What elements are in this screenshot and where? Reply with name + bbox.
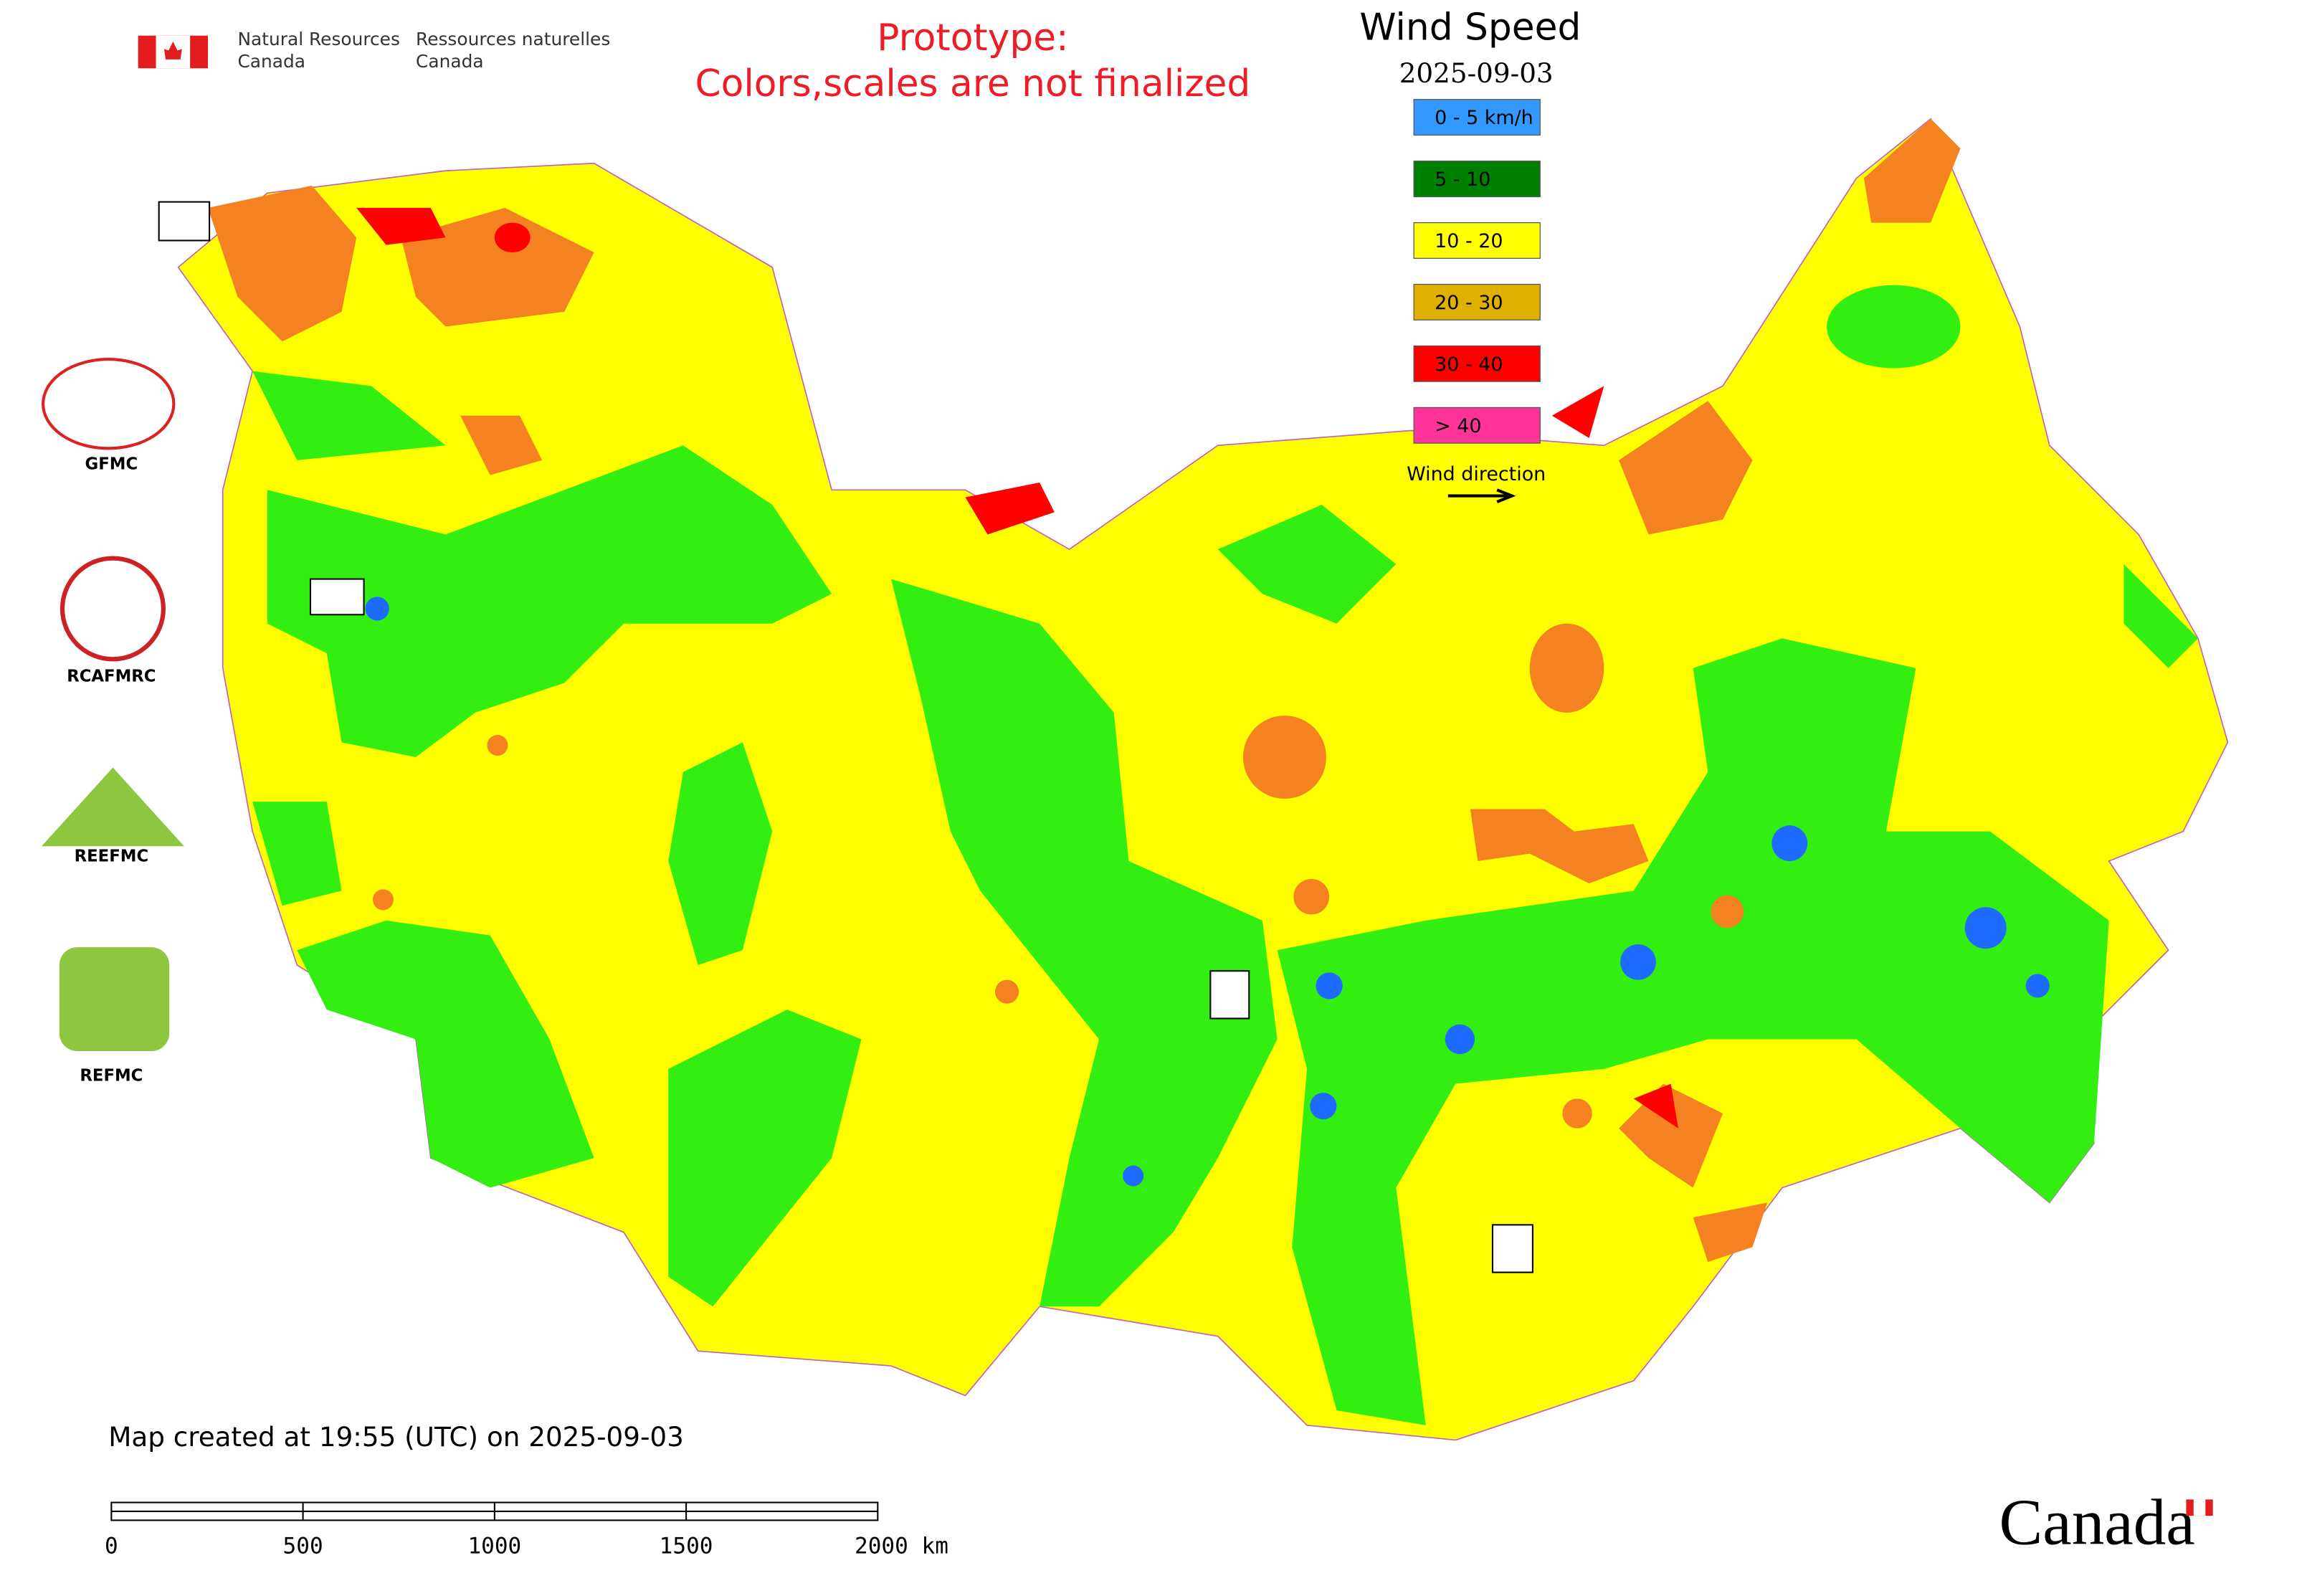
scale-label: 1000 bbox=[467, 1534, 521, 1559]
legend-date: 2025-09-03 bbox=[1399, 57, 1554, 89]
zone bbox=[1529, 623, 1604, 713]
dept-fr: Canada bbox=[416, 51, 484, 72]
marker bbox=[309, 578, 365, 616]
wordmark-flag-center bbox=[2193, 1499, 2206, 1516]
legend-label: 10 - 20 bbox=[1435, 230, 1503, 252]
dept-fr: Ressources naturelles bbox=[416, 29, 610, 49]
zone bbox=[1293, 878, 1330, 915]
scale-label: 2000 km bbox=[855, 1534, 948, 1559]
logo-labels: GFMC RCAFMRC REEFMC REFMC bbox=[67, 455, 156, 1086]
zone bbox=[668, 1010, 862, 1307]
centre-markers bbox=[158, 201, 1533, 1273]
zone bbox=[965, 482, 1055, 535]
creation-note: Map created at 19:55 (UTC) on 2025-09-03 bbox=[108, 1421, 684, 1453]
zone bbox=[252, 802, 342, 906]
logo-label: REEFMC bbox=[75, 847, 149, 865]
legend: 0 - 5 km/h 5 - 10 10 - 20 20 - 30 30 - 40 > 4… bbox=[1413, 99, 1541, 444]
zone bbox=[487, 734, 508, 756]
zone bbox=[1310, 1093, 1337, 1120]
legend-swatch bbox=[1413, 161, 1541, 197]
zone bbox=[1562, 1098, 1592, 1129]
legend-title: Wind Speed bbox=[1359, 6, 1581, 49]
scale-label: 500 bbox=[283, 1534, 323, 1559]
wind-direction-label: Wind direction bbox=[1407, 463, 1546, 485]
zone bbox=[401, 207, 594, 327]
logo-label: REFMC bbox=[80, 1067, 143, 1086]
zone bbox=[1620, 944, 1656, 980]
logo-rcafmrc bbox=[60, 556, 166, 662]
zone bbox=[1277, 638, 2109, 1425]
logo-refmc bbox=[59, 947, 170, 1052]
dept-en: Natural Resources bbox=[237, 29, 399, 49]
logo-gfmc bbox=[42, 358, 176, 450]
blue-zones bbox=[365, 597, 2050, 1187]
legend-label: 30 - 40 bbox=[1435, 353, 1503, 376]
zone bbox=[1619, 401, 1753, 535]
logos bbox=[42, 358, 184, 1052]
zone bbox=[1693, 1202, 1768, 1263]
dept-en: Canada bbox=[237, 51, 305, 72]
zone bbox=[372, 889, 394, 911]
marker bbox=[1491, 1224, 1533, 1273]
wind-direction-arrow bbox=[1447, 488, 1516, 503]
legend-swatch bbox=[1413, 222, 1541, 259]
map bbox=[158, 118, 2229, 1441]
legend-label: 5 - 10 bbox=[1435, 168, 1490, 191]
nrcan-signature: Natural Resources Canada Ressources natu… bbox=[138, 29, 610, 72]
zone bbox=[1242, 716, 1326, 799]
zone bbox=[1964, 907, 2007, 949]
zone bbox=[1445, 1024, 1475, 1055]
zone bbox=[890, 579, 1278, 1307]
zone bbox=[2025, 974, 2050, 998]
legend-label: > 40 bbox=[1435, 415, 1481, 437]
marker bbox=[158, 201, 211, 242]
scale-label: 1500 bbox=[660, 1534, 713, 1559]
zone bbox=[2123, 564, 2198, 668]
red-zones bbox=[356, 207, 1678, 1129]
maple-leaf bbox=[163, 41, 182, 60]
notice: Colors,scales are not finalized bbox=[695, 62, 1251, 105]
logo-label: RCAFMRC bbox=[67, 668, 156, 686]
zone bbox=[1619, 1083, 1723, 1188]
zone bbox=[1551, 386, 1604, 438]
zone bbox=[1217, 505, 1397, 624]
zone bbox=[494, 222, 531, 253]
zone bbox=[1316, 972, 1343, 999]
scale-labels: 0 500 1000 1500 2000 km bbox=[105, 1534, 948, 1559]
notice: Prototype: bbox=[877, 16, 1068, 60]
zone bbox=[1711, 895, 1744, 928]
zone bbox=[1863, 118, 1961, 223]
legend-swatch bbox=[1413, 283, 1541, 320]
zone bbox=[460, 415, 543, 475]
canada-wordmark: Canada bbox=[1999, 1486, 2194, 1559]
logo-label: GFMC bbox=[85, 455, 138, 474]
legend-label: 20 - 30 bbox=[1435, 292, 1503, 314]
zone bbox=[252, 371, 446, 460]
zone bbox=[668, 742, 773, 965]
zone bbox=[1771, 825, 1808, 862]
legend-swatch bbox=[1413, 407, 1541, 444]
legend-swatch bbox=[1413, 345, 1541, 382]
zone bbox=[297, 920, 594, 1188]
logo-reefmc bbox=[42, 767, 184, 847]
zone bbox=[267, 445, 832, 758]
zone bbox=[1633, 1083, 1678, 1129]
zone bbox=[365, 597, 389, 621]
zone bbox=[1827, 285, 1961, 369]
marker bbox=[1209, 970, 1250, 1020]
green-zones bbox=[252, 285, 2198, 1425]
zone bbox=[208, 185, 357, 342]
zone bbox=[356, 207, 446, 245]
legend-label: 0 - 5 km/h bbox=[1435, 107, 1533, 129]
zone bbox=[1123, 1165, 1144, 1187]
legend-swatch bbox=[1413, 99, 1541, 136]
scale-label: 0 bbox=[105, 1534, 118, 1559]
scale-bar bbox=[110, 1501, 879, 1521]
zone bbox=[994, 979, 1019, 1004]
